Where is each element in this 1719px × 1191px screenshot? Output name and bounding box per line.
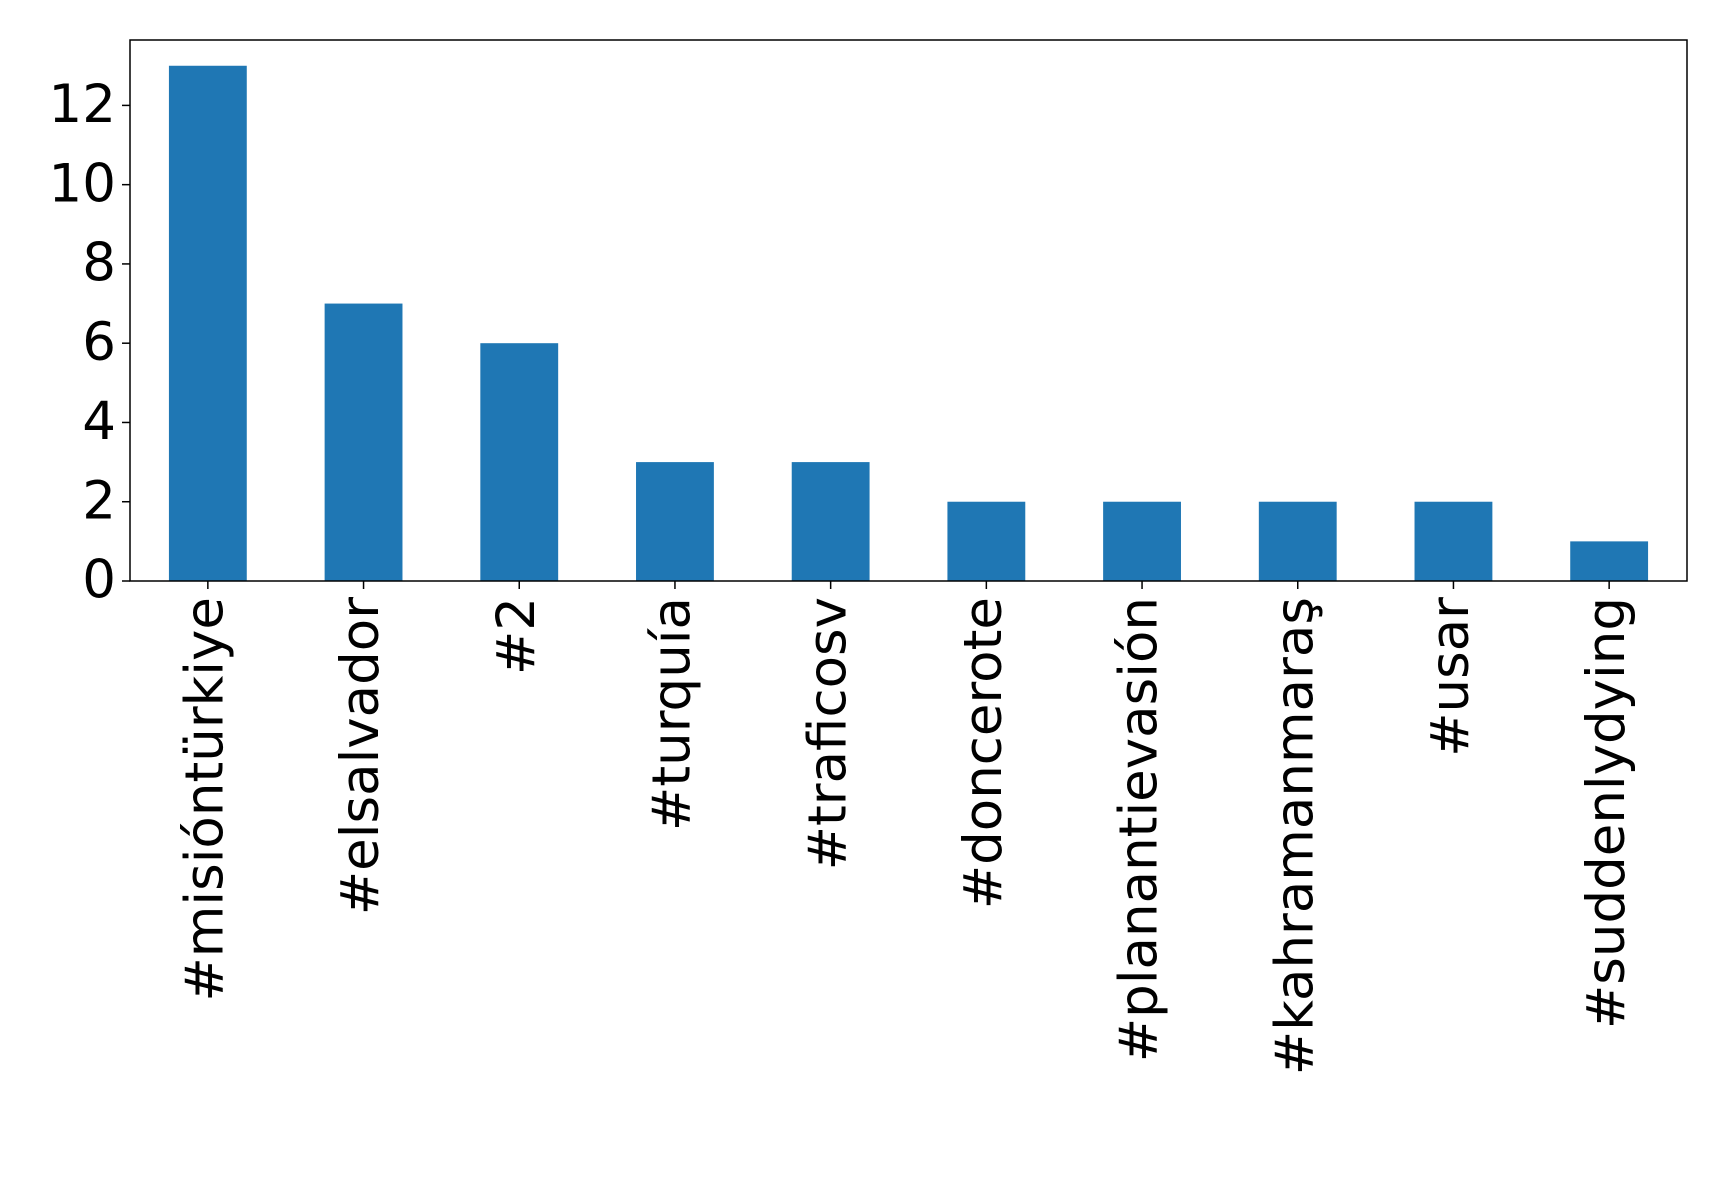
x-tick-label: #2 (486, 597, 547, 675)
x-tick-label: #turquía (642, 597, 703, 831)
bar (1258, 501, 1337, 581)
bar (480, 343, 559, 581)
y-tick-label: 0 (82, 550, 116, 611)
x-tick-label: #elsalvador (330, 597, 391, 915)
x-tick-label: #misióntürkiye (174, 597, 235, 1002)
y-tick-label: 4 (82, 391, 116, 452)
x-tick-label: #doncerote (953, 597, 1014, 909)
bar (947, 501, 1026, 581)
y-tick-label: 2 (82, 470, 116, 531)
bar (636, 462, 714, 581)
x-tick-label: #planantievasión (1109, 597, 1170, 1062)
y-tick-label: 6 (82, 312, 116, 373)
bar (1570, 541, 1649, 581)
x-tick-label: #kahramanmaraş (1264, 597, 1325, 1075)
bar (791, 462, 870, 581)
bar (168, 65, 247, 581)
x-tick-label: #usar (1420, 597, 1481, 757)
bar (1414, 501, 1493, 581)
plot-frame (129, 39, 1688, 582)
x-tick-label: #suddenlydying (1576, 597, 1637, 1029)
y-tick-label: 8 (82, 233, 116, 294)
bar (1103, 501, 1181, 581)
y-tick-label: 12 (49, 74, 116, 135)
y-tick-label: 10 (49, 153, 116, 214)
bar (324, 303, 403, 581)
x-tick-label: #traficosv (797, 597, 858, 870)
